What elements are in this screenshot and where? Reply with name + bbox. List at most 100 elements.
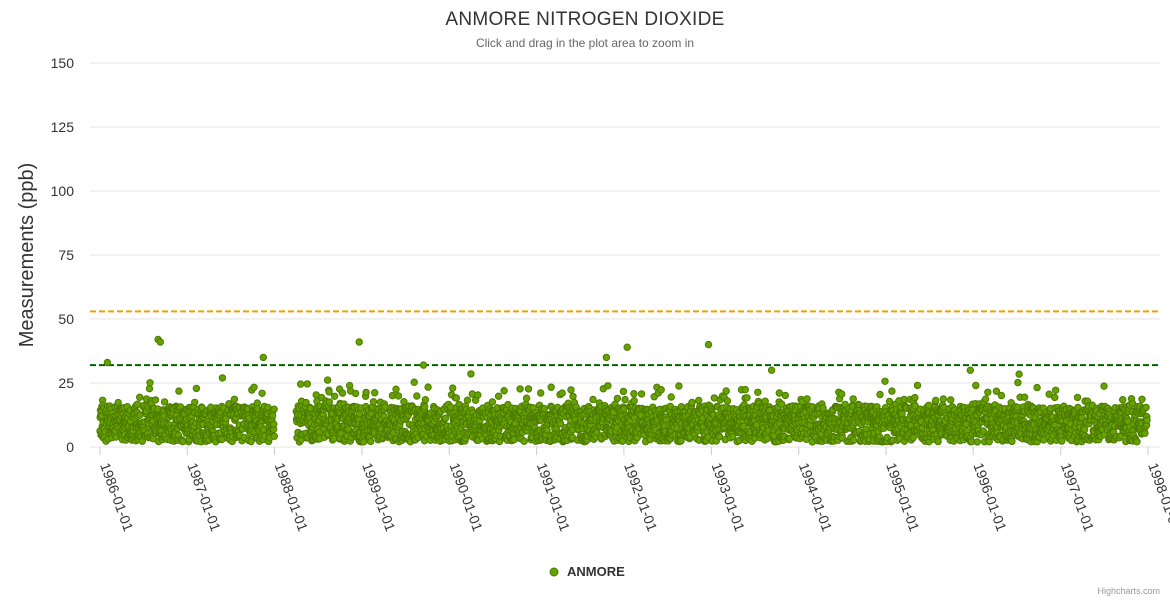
data-point[interactable] bbox=[449, 384, 457, 392]
data-point[interactable] bbox=[192, 384, 201, 393]
data-point-peak[interactable] bbox=[419, 361, 428, 369]
data-point[interactable] bbox=[981, 395, 990, 403]
data-point-peak[interactable] bbox=[355, 338, 363, 346]
data-point[interactable] bbox=[677, 437, 685, 445]
data-point[interactable] bbox=[270, 432, 278, 440]
data-point[interactable] bbox=[302, 398, 310, 407]
data-point[interactable] bbox=[323, 376, 332, 384]
data-point[interactable] bbox=[179, 437, 187, 446]
data-point[interactable] bbox=[925, 401, 933, 409]
data-point[interactable] bbox=[803, 395, 811, 403]
data-point[interactable] bbox=[452, 394, 460, 402]
data-point[interactable] bbox=[410, 378, 418, 386]
data-point[interactable] bbox=[1100, 382, 1108, 390]
data-point[interactable] bbox=[979, 427, 987, 435]
data-point[interactable] bbox=[741, 385, 749, 394]
data-point[interactable] bbox=[296, 380, 305, 388]
data-point[interactable] bbox=[522, 394, 531, 402]
data-point[interactable] bbox=[973, 438, 981, 446]
data-point[interactable] bbox=[1008, 437, 1016, 446]
data-point[interactable] bbox=[270, 405, 278, 413]
data-point[interactable] bbox=[394, 392, 403, 400]
data-point-peak[interactable] bbox=[156, 338, 165, 346]
data-point[interactable] bbox=[218, 374, 227, 382]
data-point[interactable] bbox=[743, 394, 751, 402]
data-point[interactable] bbox=[781, 391, 789, 400]
data-point-peak[interactable] bbox=[103, 358, 112, 367]
data-point[interactable] bbox=[972, 381, 980, 390]
data-point[interactable] bbox=[558, 389, 566, 397]
data-point[interactable] bbox=[351, 389, 360, 398]
data-point[interactable] bbox=[303, 380, 311, 388]
data-point[interactable] bbox=[230, 395, 239, 403]
legend-item-anmore[interactable]: ANMORE bbox=[549, 564, 625, 579]
data-point[interactable] bbox=[909, 433, 917, 442]
data-point[interactable] bbox=[849, 395, 857, 403]
data-point[interactable] bbox=[997, 391, 1006, 400]
data-point[interactable] bbox=[898, 410, 906, 418]
data-point[interactable] bbox=[367, 437, 375, 446]
data-point[interactable] bbox=[619, 387, 628, 396]
data-point[interactable] bbox=[723, 397, 732, 405]
data-point[interactable] bbox=[520, 437, 528, 445]
data-point[interactable] bbox=[463, 396, 472, 404]
data-point[interactable] bbox=[637, 390, 646, 398]
data-point-peak[interactable] bbox=[259, 353, 267, 362]
data-point[interactable] bbox=[947, 396, 955, 404]
data-point[interactable] bbox=[885, 397, 894, 406]
data-point[interactable] bbox=[621, 395, 629, 404]
data-point[interactable] bbox=[1058, 437, 1066, 445]
data-point[interactable] bbox=[175, 387, 183, 395]
data-point[interactable] bbox=[657, 386, 665, 394]
data-point[interactable] bbox=[500, 387, 508, 395]
data-point[interactable] bbox=[667, 393, 675, 401]
data-point[interactable] bbox=[467, 370, 475, 378]
data-point-peak[interactable] bbox=[966, 366, 974, 374]
data-point[interactable] bbox=[338, 389, 347, 397]
data-point[interactable] bbox=[589, 395, 597, 404]
data-point[interactable] bbox=[900, 395, 908, 404]
data-point[interactable] bbox=[1015, 370, 1023, 378]
data-point[interactable] bbox=[421, 403, 429, 411]
data-point[interactable] bbox=[247, 437, 255, 446]
data-point[interactable] bbox=[754, 388, 762, 396]
plot-area[interactable] bbox=[96, 335, 1151, 446]
data-point[interactable] bbox=[388, 391, 397, 400]
data-point[interactable] bbox=[876, 390, 884, 399]
data-point[interactable] bbox=[881, 377, 889, 385]
data-point[interactable] bbox=[330, 392, 339, 400]
data-point[interactable] bbox=[524, 385, 533, 393]
data-point[interactable] bbox=[151, 396, 160, 404]
data-point[interactable] bbox=[371, 389, 379, 397]
data-point[interactable] bbox=[424, 383, 432, 391]
data-point[interactable] bbox=[934, 437, 942, 446]
data-point-peak[interactable] bbox=[623, 343, 631, 351]
data-point[interactable] bbox=[136, 393, 144, 401]
data-point[interactable] bbox=[1119, 396, 1127, 404]
data-point[interactable] bbox=[613, 394, 622, 403]
data-point[interactable] bbox=[325, 388, 333, 396]
data-point[interactable] bbox=[1014, 378, 1022, 387]
data-point[interactable] bbox=[369, 398, 378, 406]
data-point[interactable] bbox=[1142, 403, 1150, 412]
data-point[interactable] bbox=[838, 390, 846, 398]
data-point[interactable] bbox=[488, 398, 497, 406]
data-point[interactable] bbox=[160, 398, 169, 406]
data-point[interactable] bbox=[268, 411, 277, 420]
data-point[interactable] bbox=[413, 392, 421, 400]
data-point[interactable] bbox=[1141, 429, 1149, 437]
data-point[interactable] bbox=[1143, 416, 1151, 424]
data-point-peak[interactable] bbox=[767, 366, 776, 374]
data-point[interactable] bbox=[250, 383, 258, 391]
data-point[interactable] bbox=[270, 420, 278, 428]
data-point[interactable] bbox=[819, 404, 827, 412]
data-point[interactable] bbox=[569, 392, 577, 401]
data-point[interactable] bbox=[604, 382, 612, 390]
data-point[interactable] bbox=[537, 389, 545, 397]
data-point[interactable] bbox=[1020, 393, 1029, 401]
data-point[interactable] bbox=[630, 390, 638, 398]
data-point[interactable] bbox=[630, 397, 638, 405]
data-point[interactable] bbox=[675, 382, 683, 390]
data-point[interactable] bbox=[1033, 383, 1041, 392]
